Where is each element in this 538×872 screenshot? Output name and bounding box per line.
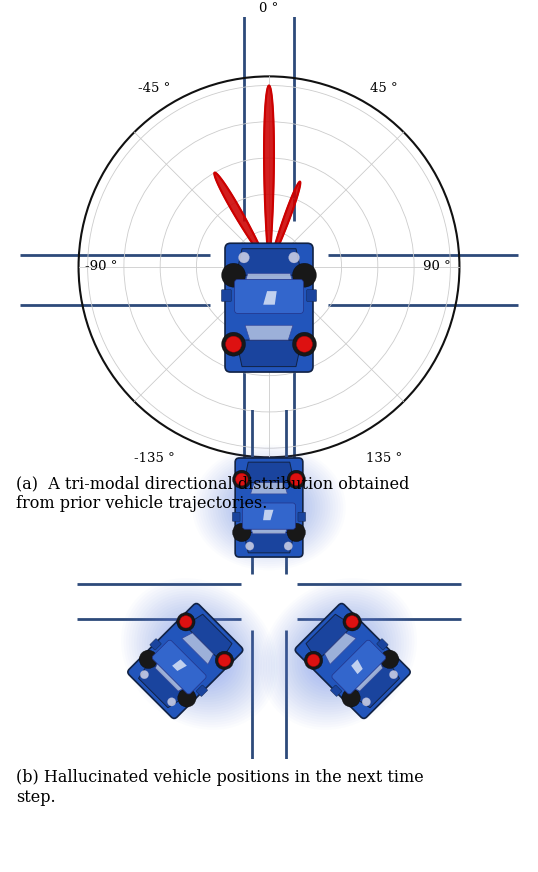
Text: 90 °: 90 °: [423, 261, 451, 273]
FancyBboxPatch shape: [152, 640, 206, 694]
Polygon shape: [185, 614, 232, 661]
Circle shape: [232, 470, 251, 488]
FancyBboxPatch shape: [235, 458, 303, 557]
FancyBboxPatch shape: [150, 638, 161, 650]
Polygon shape: [264, 85, 274, 267]
Circle shape: [222, 332, 245, 356]
Polygon shape: [243, 274, 295, 290]
Text: -90 °: -90 °: [85, 261, 117, 273]
Circle shape: [362, 698, 371, 706]
Circle shape: [307, 654, 320, 666]
Polygon shape: [263, 291, 277, 304]
Polygon shape: [324, 633, 356, 664]
Circle shape: [232, 523, 251, 542]
Polygon shape: [172, 659, 187, 671]
Circle shape: [390, 671, 398, 678]
Circle shape: [284, 542, 293, 550]
Circle shape: [342, 689, 360, 707]
Polygon shape: [182, 633, 214, 664]
Polygon shape: [351, 659, 363, 674]
Circle shape: [245, 542, 254, 550]
Polygon shape: [245, 325, 293, 340]
FancyBboxPatch shape: [307, 290, 316, 302]
Circle shape: [380, 651, 399, 669]
Text: 0 °: 0 °: [259, 2, 279, 15]
Text: (b) Hallucinated vehicle positions in the next time
step.: (b) Hallucinated vehicle positions in th…: [16, 769, 424, 806]
Circle shape: [296, 337, 313, 352]
Polygon shape: [348, 657, 383, 691]
Circle shape: [346, 616, 358, 628]
Circle shape: [288, 252, 300, 263]
Circle shape: [176, 613, 195, 631]
Circle shape: [238, 252, 250, 263]
Text: -45 °: -45 °: [138, 82, 170, 95]
Circle shape: [343, 613, 362, 631]
FancyBboxPatch shape: [243, 503, 295, 529]
Polygon shape: [244, 533, 294, 553]
Circle shape: [225, 337, 242, 352]
FancyBboxPatch shape: [332, 640, 386, 694]
Polygon shape: [269, 181, 300, 267]
Polygon shape: [306, 614, 353, 661]
Polygon shape: [244, 462, 294, 482]
FancyBboxPatch shape: [222, 290, 231, 302]
Circle shape: [222, 263, 245, 287]
Text: 135 °: 135 °: [366, 453, 402, 466]
Circle shape: [290, 473, 302, 486]
FancyBboxPatch shape: [235, 279, 303, 314]
FancyBboxPatch shape: [295, 603, 410, 719]
FancyBboxPatch shape: [377, 638, 388, 650]
Circle shape: [180, 616, 192, 628]
Circle shape: [287, 470, 306, 488]
Circle shape: [293, 263, 316, 287]
FancyBboxPatch shape: [128, 603, 243, 719]
Polygon shape: [263, 510, 273, 521]
Polygon shape: [352, 661, 399, 708]
Polygon shape: [214, 173, 269, 267]
Circle shape: [305, 651, 323, 670]
Circle shape: [140, 671, 148, 678]
Text: (a)  A tri-modal directional distribution obtained
from prior vehicle trajectori: (a) A tri-modal directional distribution…: [16, 475, 409, 512]
Polygon shape: [236, 249, 302, 276]
FancyBboxPatch shape: [232, 512, 240, 521]
Polygon shape: [139, 661, 186, 708]
FancyBboxPatch shape: [225, 243, 313, 372]
Circle shape: [178, 689, 196, 707]
Circle shape: [218, 654, 231, 666]
Polygon shape: [251, 482, 287, 494]
Text: -135 °: -135 °: [133, 453, 174, 466]
Circle shape: [287, 523, 306, 542]
FancyBboxPatch shape: [330, 685, 342, 697]
Polygon shape: [155, 657, 190, 691]
Circle shape: [139, 651, 158, 669]
Polygon shape: [249, 521, 289, 534]
Circle shape: [236, 473, 248, 486]
FancyBboxPatch shape: [298, 512, 306, 521]
Text: 45 °: 45 °: [370, 82, 398, 95]
Circle shape: [215, 651, 233, 670]
Circle shape: [167, 698, 176, 706]
Circle shape: [293, 332, 316, 356]
Polygon shape: [236, 340, 302, 366]
FancyBboxPatch shape: [196, 685, 208, 697]
